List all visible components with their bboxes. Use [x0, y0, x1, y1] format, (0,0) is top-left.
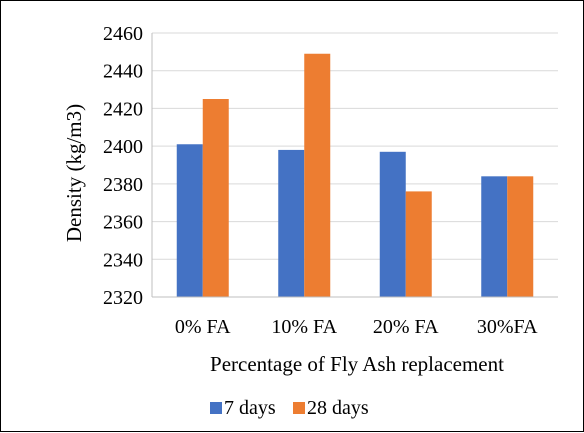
y-tick-label: 2380: [103, 174, 143, 196]
legend: 7 days 28 days: [210, 397, 369, 419]
legend-label: 28 days: [307, 397, 369, 419]
legend-item-7-days: 7 days: [210, 397, 276, 419]
bar-7-days-1: [278, 149, 305, 297]
y-tick-label: 2460: [103, 23, 143, 45]
bar-7-days-0: [176, 144, 203, 297]
x-category-label: 10% FA: [271, 316, 337, 338]
y-tick-label: 2420: [103, 98, 143, 120]
bar-28-days-1: [304, 53, 331, 297]
bar-28-days-0: [202, 99, 229, 297]
legend-swatch: [210, 402, 222, 414]
y-tick-label: 2440: [103, 61, 143, 83]
legend-item-28-days: 28 days: [293, 397, 369, 419]
y-tick-label: 2360: [103, 212, 143, 234]
bars: [176, 53, 534, 297]
x-category-label: 30%FA: [477, 316, 538, 338]
y-tick-label: 2320: [103, 287, 143, 309]
x-category-label: 0% FA: [175, 316, 231, 338]
legend-label: 7 days: [224, 397, 276, 419]
y-tick-labels: 2320 2340 2360 2380 2400 2420 2440 2460: [103, 23, 143, 309]
bar-28-days-3: [507, 176, 534, 297]
y-tick-label: 2340: [103, 249, 143, 271]
bar-28-days-2: [405, 191, 432, 297]
legend-swatch: [293, 402, 305, 414]
y-axis-title: Density (kg/m3): [62, 104, 86, 242]
x-category-label: 20% FA: [373, 316, 439, 338]
x-axis-title: Percentage of Fly Ash replacement: [210, 352, 504, 376]
bar-7-days-2: [379, 151, 406, 297]
x-category-labels: 0% FA 10% FA 20% FA 30%FA: [175, 316, 538, 338]
axes: [151, 33, 558, 298]
y-tick-label: 2400: [103, 136, 143, 158]
bar-7-days-3: [481, 176, 508, 297]
